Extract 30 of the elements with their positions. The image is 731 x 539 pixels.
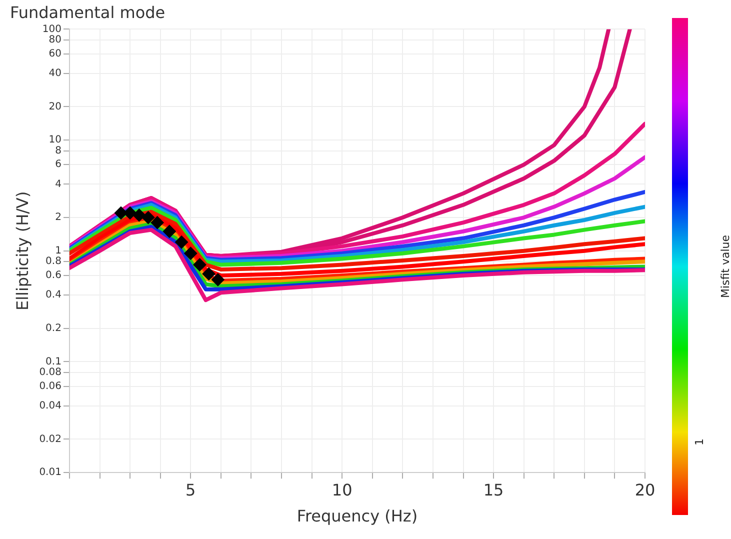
y-tick-label: 8 xyxy=(55,145,62,156)
y-tick-label: 0.1 xyxy=(46,356,62,368)
y-tick-label: 10 xyxy=(48,134,62,146)
y-tick-label: 60 xyxy=(48,48,62,60)
y-tick-label: 0.08 xyxy=(39,367,62,378)
chart-title: Fundamental mode xyxy=(10,2,166,22)
x-tick-label: 20 xyxy=(634,480,656,500)
y-tick-label: 100 xyxy=(42,24,62,35)
y-tick-label: 0.6 xyxy=(46,270,62,282)
y-tick-label: 0.06 xyxy=(39,380,62,392)
y-tick-label: 0.8 xyxy=(46,256,62,268)
text: 1 xyxy=(692,438,706,446)
color-bar-title: Misfit value xyxy=(718,234,731,298)
y-tick-label: 2 xyxy=(55,212,62,224)
y-tick-label: 0.2 xyxy=(46,322,62,334)
y-tick-label: 0.4 xyxy=(46,290,62,301)
y-tick-label: 40 xyxy=(48,68,62,79)
y-tick-label: 1 xyxy=(55,245,62,256)
y-tick-label: 20 xyxy=(48,101,62,112)
x-tick-label: 15 xyxy=(483,480,504,500)
y-tick-label: 80 xyxy=(48,34,62,46)
x-axis-title: Frequency (Hz) xyxy=(296,506,418,526)
x-tick-label: 5 xyxy=(186,480,196,500)
y-axis-title: Ellipticity (H/V) xyxy=(12,191,32,311)
y-tick-label: 0.01 xyxy=(39,467,62,478)
y-tick-label: 0.04 xyxy=(39,400,62,412)
y-tick-label: 4 xyxy=(55,178,62,190)
x-tick-label: 10 xyxy=(332,480,352,500)
y-tick-label: 0.02 xyxy=(39,434,62,445)
y-tick-label: 6 xyxy=(55,159,62,170)
